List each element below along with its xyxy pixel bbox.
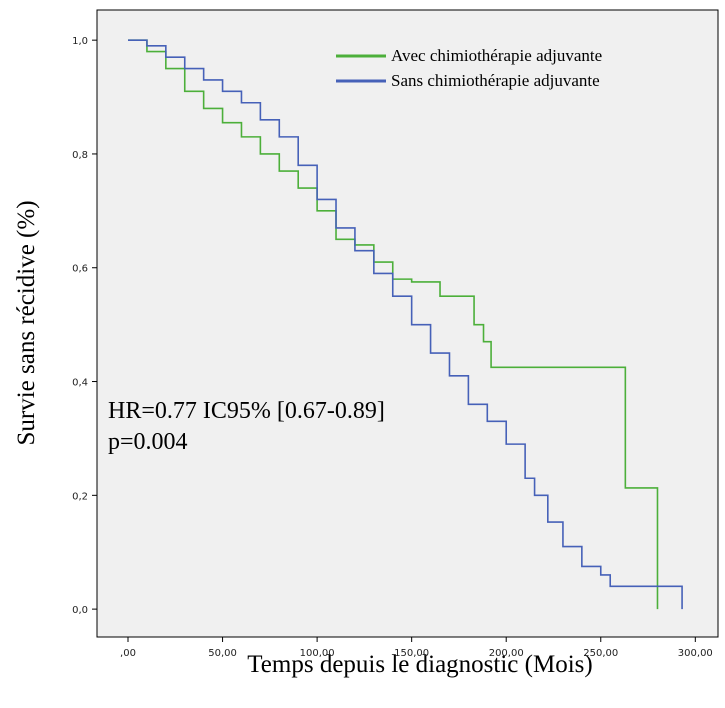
annotation: p=0.004 — [108, 429, 188, 455]
y-tick-label: 0,4 — [72, 378, 88, 389]
x-tick-label: 150,00 — [394, 648, 429, 659]
y-tick-label: 0,8 — [72, 150, 88, 161]
y-tick-label: 0,2 — [72, 491, 88, 502]
y-tick-label: 0,0 — [72, 605, 88, 616]
x-tick-label: 200,00 — [489, 648, 524, 659]
plot-area — [96, 9, 719, 638]
survival-curve — [128, 39, 659, 610]
annotation: HR=0.77 IC95% [0.67-0.89] — [108, 398, 385, 424]
y-axis-label: Survie sans récidive (%) — [13, 200, 40, 445]
x-axis-label: Temps depuis le diagnostic (Mois) — [247, 651, 592, 678]
legend-label: Avec chimiothérapie adjuvante — [391, 46, 602, 65]
x-tick-label: 300,00 — [678, 648, 713, 659]
x-tick-label: 250,00 — [583, 648, 618, 659]
legend-label: Sans chimiothérapie adjuvante — [391, 71, 600, 90]
x-tick-label: 100,00 — [300, 648, 335, 659]
y-tick-label: 1,0 — [72, 36, 88, 47]
x-tick-label: ,00 — [120, 648, 136, 659]
survival-curve — [128, 39, 683, 610]
x-tick-label: 50,00 — [208, 648, 237, 659]
y-tick-label: 0,6 — [72, 264, 88, 275]
